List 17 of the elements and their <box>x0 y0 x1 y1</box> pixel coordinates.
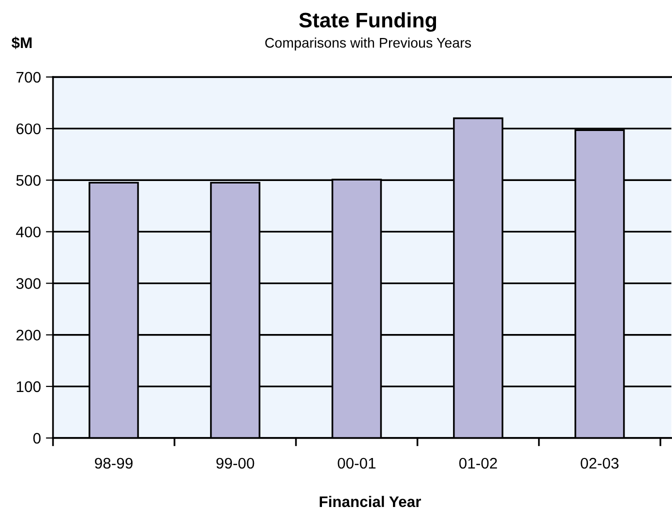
y-tick-label: 700 <box>16 72 41 83</box>
x-tick-label: 98-99 <box>94 458 133 469</box>
chart-subtitle: Comparisons with Previous Years <box>265 38 471 50</box>
x-tick-label: 99-00 <box>216 458 254 469</box>
y-tick-label: 0 <box>33 432 41 444</box>
y-axis-title: $M <box>12 36 32 50</box>
x-tick-label: 01-02 <box>459 458 497 469</box>
y-tick-label: 200 <box>16 330 41 341</box>
x-tick-label: 00-01 <box>338 458 376 469</box>
y-tick-label: 600 <box>16 123 41 134</box>
x-tick-label: 02-03 <box>580 458 619 469</box>
chart-title: State Funding <box>299 12 436 32</box>
y-tick-label: 100 <box>16 381 41 392</box>
y-tick-label: 500 <box>16 175 41 186</box>
y-tick-label: 300 <box>16 278 41 289</box>
x-axis-title: Financial Year <box>320 496 422 508</box>
y-tick-label: 400 <box>16 226 41 238</box>
